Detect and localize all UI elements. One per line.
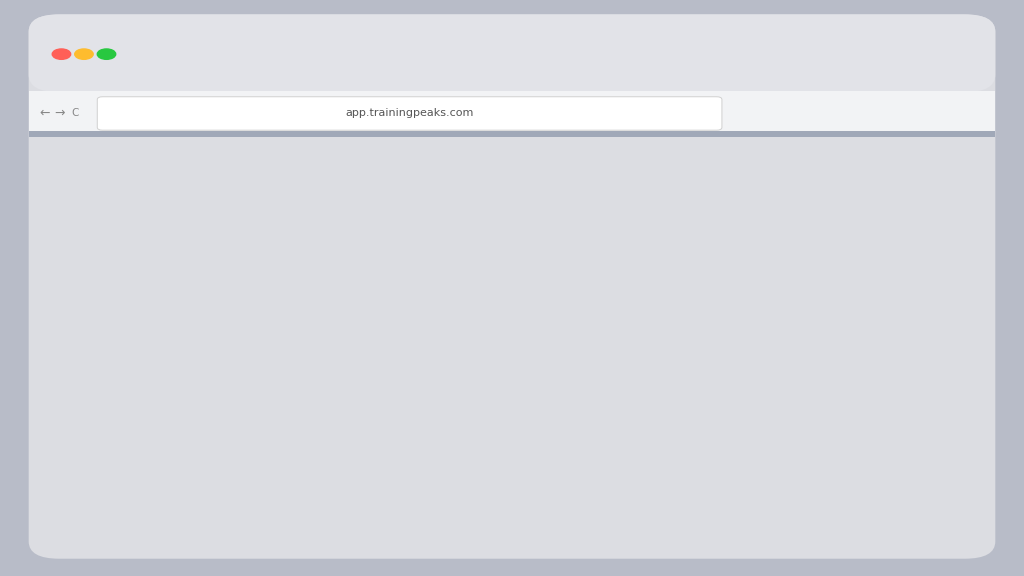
Legend: Heart-rate before COVID, Heart-rate after COVID, Workout: Heart-rate before COVID, Heart-rate afte… xyxy=(785,74,986,139)
Circle shape xyxy=(52,49,71,59)
Text: app.trainingpeaks.com: app.trainingpeaks.com xyxy=(345,108,474,119)
Bar xyxy=(51,484,983,544)
Text: →: → xyxy=(54,107,65,120)
Text: Heart-rate after COVID: Heart-rate after COVID xyxy=(108,301,315,360)
Text: ←: ← xyxy=(40,107,50,120)
Circle shape xyxy=(75,49,93,59)
Text: Heart-rate before COVID: Heart-rate before COVID xyxy=(128,498,337,532)
Circle shape xyxy=(97,49,116,59)
Text: C: C xyxy=(71,108,79,119)
Text: Workout is most intense here: Workout is most intense here xyxy=(458,161,762,201)
